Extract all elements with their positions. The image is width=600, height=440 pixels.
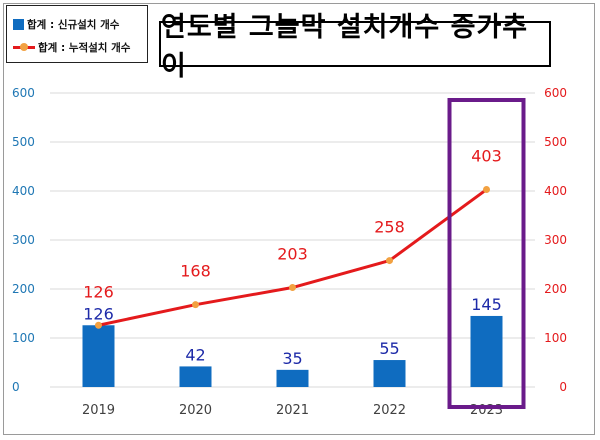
y-right-tick-label: 0 <box>559 380 567 394</box>
legend-item-cumulative: 합계 : 누적설치 개수 <box>13 39 130 55</box>
line-data-label: 403 <box>471 147 502 166</box>
x-tick-label: 2022 <box>373 403 406 418</box>
legend-label-cumulative: 합계 : 누적설치 개수 <box>38 41 131 54</box>
legend-label-new: 합계 : 신규설치 개수 <box>27 18 120 31</box>
bar-data-label: 35 <box>282 349 302 368</box>
bar-data-label: 42 <box>185 345 205 364</box>
y-right-tick-label: 600 <box>544 86 567 100</box>
line-data-label: 203 <box>277 245 308 264</box>
line-point <box>95 321 102 329</box>
y-right-tick-label: 100 <box>544 331 567 345</box>
legend-item-new: 합계 : 신규설치 개수 <box>13 16 119 32</box>
y-left-tick-label: 200 <box>12 282 35 296</box>
line-point <box>386 257 393 265</box>
bar <box>470 315 503 387</box>
line-data-label: 258 <box>374 218 405 237</box>
chart-title-text: 연도별 그늘막 설치개수 증가추이 <box>161 12 529 82</box>
x-tick-label: 2019 <box>82 403 115 418</box>
y-left-tick-label: 400 <box>12 184 35 198</box>
bar <box>373 360 406 387</box>
y-left-tick-label: 600 <box>12 86 35 100</box>
y-left-tick-label: 0 <box>12 380 20 394</box>
line-point <box>289 284 296 292</box>
y-right-tick-label: 400 <box>544 184 567 198</box>
y-left-tick-label: 100 <box>12 331 35 345</box>
chart-title: 연도별 그늘막 설치개수 증가추이 <box>159 12 551 82</box>
bar <box>179 366 212 387</box>
legend-line-swatch <box>13 41 35 53</box>
legend-bar-swatch <box>13 18 24 30</box>
x-tick-label: 2021 <box>276 403 309 418</box>
line-point <box>483 186 490 194</box>
y-right-tick-label: 200 <box>544 282 567 296</box>
chart-legend: 합계 : 신규설치 개수 합계 : 누적설치 개수 <box>6 5 148 63</box>
y-right-tick-label: 300 <box>544 233 567 247</box>
x-tick-label: 2020 <box>179 403 212 418</box>
line-data-label: 126 <box>83 282 114 301</box>
line-point <box>192 301 199 309</box>
y-left-tick-label: 500 <box>12 135 35 149</box>
highlight-box-2023 <box>447 98 526 409</box>
bar <box>276 369 309 387</box>
line-data-label: 168 <box>180 262 211 281</box>
bar-data-label: 55 <box>379 339 399 358</box>
bar <box>82 325 115 387</box>
bar-data-label: 145 <box>471 295 502 314</box>
y-left-tick-label: 300 <box>12 233 35 247</box>
y-right-tick-label: 500 <box>544 135 567 149</box>
bar-data-label: 126 <box>83 304 114 323</box>
